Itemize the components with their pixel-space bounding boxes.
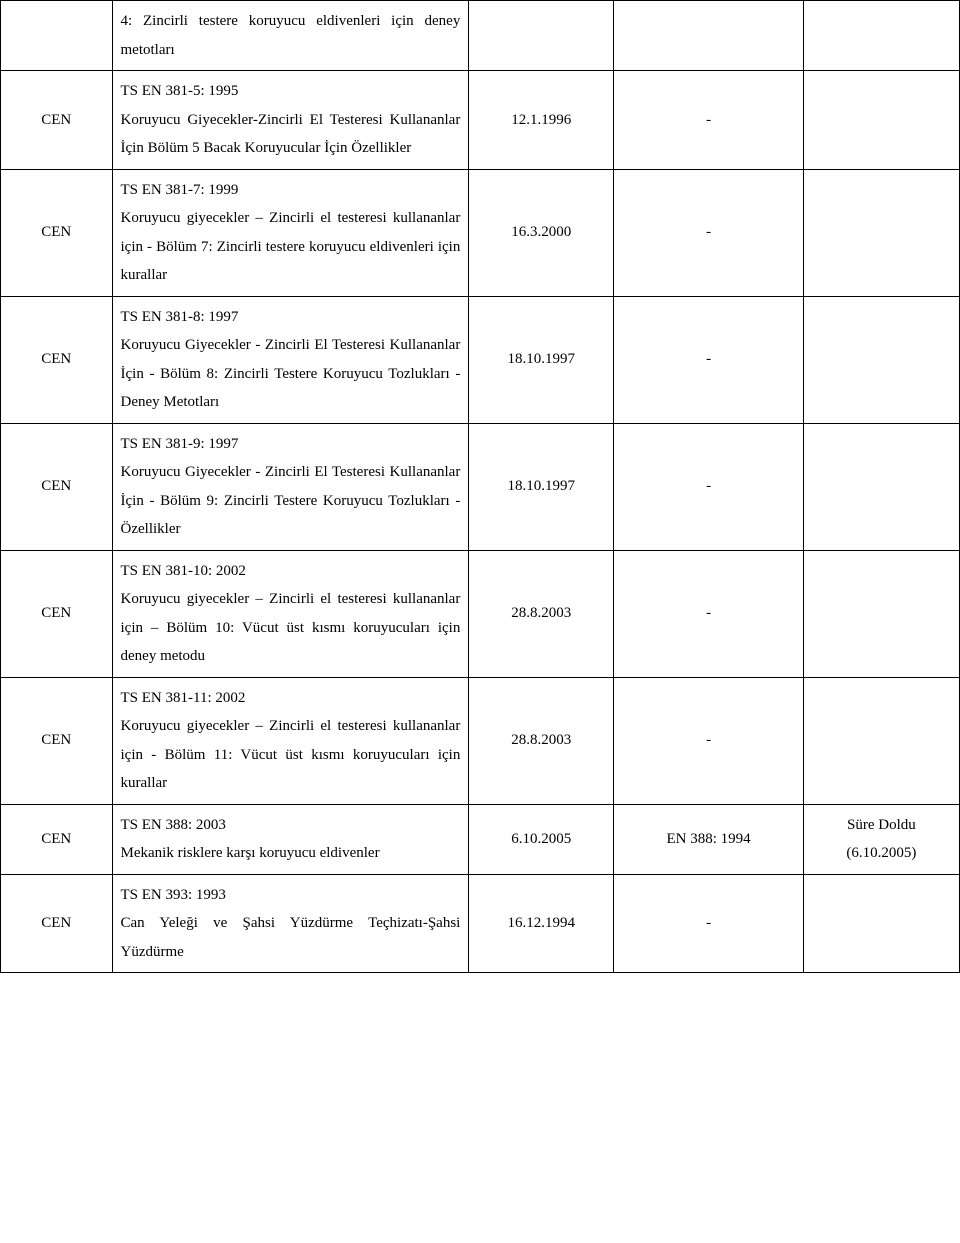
date-cell: 16.12.1994 [469, 874, 614, 973]
table-row: CENTS EN 381-11: 2002Koruyucu giyecekler… [1, 677, 960, 804]
ref-cell [614, 1, 804, 71]
status-cell [803, 296, 959, 423]
standard-cell: TS EN 388: 2003Mekanik risklere karşı ko… [112, 804, 469, 874]
status-cell [803, 423, 959, 550]
ref-cell: - [614, 677, 804, 804]
date-cell: 6.10.2005 [469, 804, 614, 874]
standard-cell: TS EN 381-10: 2002Koruyucu giyecekler – … [112, 550, 469, 677]
date-cell: 28.8.2003 [469, 677, 614, 804]
standard-cell: TS EN 381-7: 1999Koruyucu giyecekler – Z… [112, 169, 469, 296]
status-cell: Süre Doldu(6.10.2005) [803, 804, 959, 874]
table-row: CENTS EN 381-10: 2002Koruyucu giyecekler… [1, 550, 960, 677]
status-cell [803, 550, 959, 677]
status-cell [803, 1, 959, 71]
table-row: CENTS EN 381-5: 1995Koruyucu Giyecekler-… [1, 71, 960, 170]
table-row: CENTS EN 381-8: 1997Koruyucu Giyecekler … [1, 296, 960, 423]
standard-cell: TS EN 381-5: 1995Koruyucu Giyecekler-Zin… [112, 71, 469, 170]
date-cell: 18.10.1997 [469, 296, 614, 423]
org-cell: CEN [1, 677, 113, 804]
standard-cell: TS EN 381-9: 1997Koruyucu Giyecekler - Z… [112, 423, 469, 550]
org-cell: CEN [1, 296, 113, 423]
standards-table: 4: Zincirli testere koruyucu eldivenleri… [0, 0, 960, 973]
table-row: CENTS EN 381-7: 1999Koruyucu giyecekler … [1, 169, 960, 296]
status-cell [803, 874, 959, 973]
date-cell: 18.10.1997 [469, 423, 614, 550]
standard-cell: TS EN 381-11: 2002Koruyucu giyecekler – … [112, 677, 469, 804]
table-row: CENTS EN 393: 1993Can Yeleği ve Şahsi Yü… [1, 874, 960, 973]
org-cell: CEN [1, 71, 113, 170]
org-cell: CEN [1, 423, 113, 550]
status-cell [803, 71, 959, 170]
org-cell: CEN [1, 874, 113, 973]
standard-cell: TS EN 393: 1993Can Yeleği ve Şahsi Yüzdü… [112, 874, 469, 973]
date-cell: 16.3.2000 [469, 169, 614, 296]
ref-cell: - [614, 874, 804, 973]
status-cell [803, 677, 959, 804]
org-cell: CEN [1, 804, 113, 874]
ref-cell: - [614, 423, 804, 550]
standard-cell: TS EN 381-8: 1997Koruyucu Giyecekler - Z… [112, 296, 469, 423]
table-row: CENTS EN 388: 2003Mekanik risklere karşı… [1, 804, 960, 874]
org-cell: CEN [1, 550, 113, 677]
org-cell: CEN [1, 169, 113, 296]
ref-cell: - [614, 169, 804, 296]
date-cell: 28.8.2003 [469, 550, 614, 677]
org-cell [1, 1, 113, 71]
ref-cell: EN 388: 1994 [614, 804, 804, 874]
status-cell [803, 169, 959, 296]
ref-cell: - [614, 550, 804, 677]
date-cell: 12.1.1996 [469, 71, 614, 170]
table-row: 4: Zincirli testere koruyucu eldivenleri… [1, 1, 960, 71]
ref-cell: - [614, 71, 804, 170]
standard-cell: 4: Zincirli testere koruyucu eldivenleri… [112, 1, 469, 71]
date-cell [469, 1, 614, 71]
table-row: CENTS EN 381-9: 1997Koruyucu Giyecekler … [1, 423, 960, 550]
ref-cell: - [614, 296, 804, 423]
